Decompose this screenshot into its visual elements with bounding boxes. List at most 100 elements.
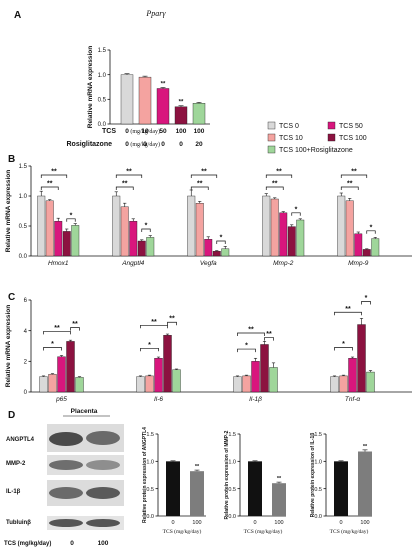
blot-strip-mmp2 [47,455,124,475]
significance-label: * [342,341,345,348]
bar-angptl4-tcs-50 [129,220,138,257]
significance-bracket [264,337,274,341]
significance-bracket [43,331,71,335]
blot-label-tubulin: Tubluinβ [6,520,31,526]
bar-tcs-0 [248,461,262,516]
panel-a: 0.0 0.5 1.0 1.5 Relative mRNA expression Ppar… [87,9,210,128]
y-tick-label: 0.0 [98,122,107,128]
bar-tcs-100 [190,471,204,516]
significance-bracket [115,186,134,190]
panel-letter-a: A [14,10,21,21]
significance-bracket [190,174,218,178]
significance-label: ** [276,169,282,176]
bar-il-6-tcs-100 [163,335,172,393]
significance-bracket [361,301,371,305]
tcs-value: 100 [194,128,205,135]
bar-tcs-100 [272,483,286,516]
rosiglitazone-value: 0 [161,141,165,148]
bar-angptl4-tcs-100 [137,240,146,257]
panel-letter-c: C [8,292,15,303]
significance-bracket [190,186,209,190]
y-tick-label: 1.0 [19,194,28,200]
significance-bracket [265,186,284,190]
significance-label: ** [347,181,353,188]
legend-swatch-tcs-0 [267,121,276,130]
bar-mmp-2-tcs-0 [262,195,271,257]
significance-label: * [220,235,223,242]
legend-swatch-tcs-50 [327,121,336,130]
bar-mmp-9-tcs-50 [354,233,363,257]
bar-mmp-9-tcs-100-rosiglitazone [371,238,380,257]
bar-angptl4-tcs-0 [112,195,121,257]
blot-band-angptl4-lane2 [86,431,120,445]
legend-swatch-tcs-10 [267,133,276,142]
significance-label: ** [51,169,57,176]
significance-label: ** [195,464,200,470]
bar-tnf-tcs-100 [357,324,366,393]
legend-label-tcs-50: TCS 50 [339,123,363,130]
significance-label: * [365,295,368,302]
significance-label: ** [169,316,175,323]
panel-letter-b: B [8,154,15,165]
significance-bracket [291,212,301,216]
significance-label: * [370,224,373,231]
rosiglitazone-value: 0 [179,141,183,148]
significance-label: * [51,341,54,348]
significance-label: ** [47,181,53,188]
y-tick-label: 0.0 [228,514,236,520]
x-category-label: Mmp-2 [273,260,294,267]
y-tick-label: 0.5 [314,487,322,493]
panel-a-treatment-table: TCS (mg/kg/day) Rosiglitazone (mg/kg/day… [66,128,204,148]
bar-il-1-tcs-100-rosiglitazone [269,367,278,393]
significance-bracket [167,321,177,326]
y-tick-label: 1.0 [98,73,107,79]
y-tick-label: 1.0 [146,460,154,466]
significance-bracket [366,230,376,234]
significance-bracket [140,324,168,329]
bar-tcs-100 [358,451,372,516]
y-tick-label: 0.5 [228,487,236,493]
bar-mmp-9-tcs-100 [362,249,371,257]
blot-band-mmp2-lane1 [49,460,83,470]
bar-p65-tcs-100-rosiglitazone [75,377,84,393]
bar-mmp-2-tcs-100 [287,226,296,257]
panel-letter-d: D [8,410,15,421]
x-tick-label: 100 [274,520,283,526]
x-category-label: Tnf-α [345,396,361,403]
bar-tnf-tcs-50 [348,358,357,393]
significance-bracket [140,347,159,352]
bar-il-1-tcs-0 [233,376,242,393]
bar-tnf-tcs-10 [339,375,348,393]
bar-tnf-tcs-100-rosiglitazone [366,371,375,393]
tcs-row-label: TCS [102,128,116,135]
legend-label-tcs-100: TCS 100 [339,135,367,142]
bar-hmox1-tcs-50 [54,220,63,257]
bar-vegfa-tcs-100 [212,250,221,257]
significance-bracket [40,174,68,178]
blot-xlabel: TCS (mg/kg/day) [4,541,51,547]
bar-il-6-tcs-0 [136,376,145,393]
x-tick-label: 0 [171,520,174,526]
x-axis-label: TCS (mg/kg/day) [163,528,202,535]
rosiglitazone-row-unit: (mg/kg/day) [130,141,160,148]
significance-label: * [295,206,298,213]
y-tick-label: 0.5 [146,487,154,493]
y-tick-label: 0.5 [19,224,28,230]
bar-p65-tcs-10 [48,374,57,393]
significance-bracket [237,332,265,336]
y-tick-label: 0.0 [146,514,154,520]
blot-band-il1b-lane1 [49,487,83,499]
y-tick-label: 4 [24,329,28,335]
blot-band-mmp2-lane2 [86,460,120,470]
x-tick-label: 100 [360,520,369,526]
bar-tcs-100-rosiglitazone [192,103,206,125]
bar-hmox1-tcs-10 [45,200,54,257]
significance-label: ** [277,476,282,482]
y-tick-label: 0 [24,390,28,396]
significance-bracket [265,174,293,178]
significance-label: ** [151,319,157,326]
bar-vegfa-tcs-10 [195,202,204,257]
